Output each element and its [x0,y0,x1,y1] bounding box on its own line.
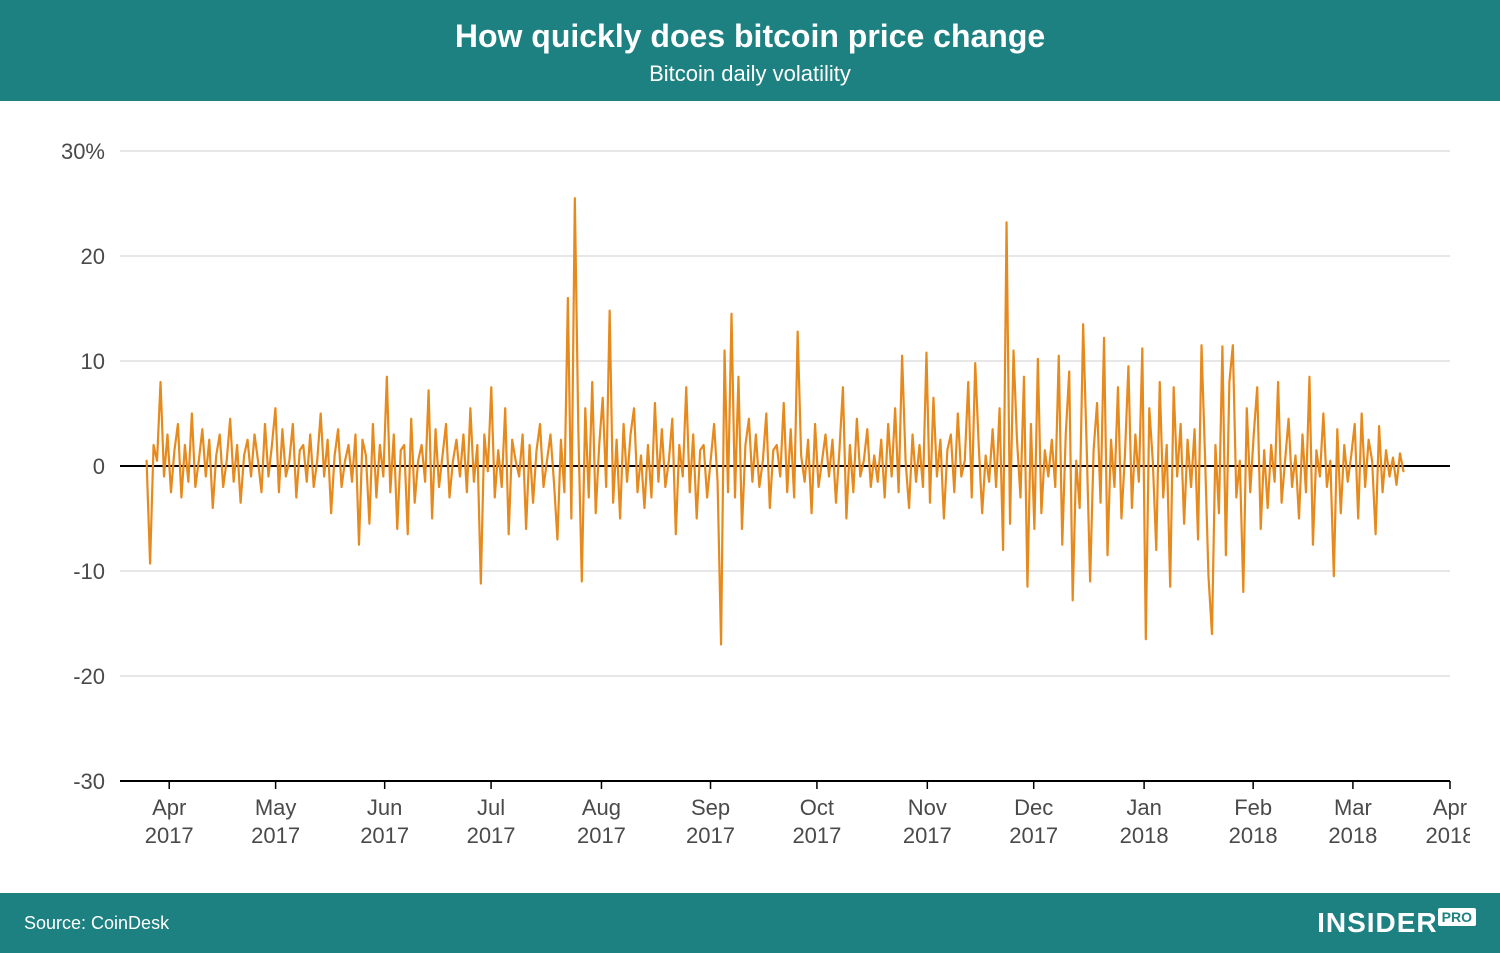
x-axis-tick-label-year: 2017 [577,823,626,848]
x-axis-tick-label-month: Aug [582,795,621,820]
x-axis-tick-label-year: 2017 [686,823,735,848]
chart-subtitle: Bitcoin daily volatility [0,61,1500,87]
y-axis-tick-label: -30 [73,769,105,794]
chart-header: How quickly does bitcoin price change Bi… [0,0,1500,101]
x-axis-tick-label-year: 2018 [1426,823,1470,848]
x-axis-tick-label-month: Dec [1014,795,1053,820]
chart-plot-area: -30 -20 -10 0 10 20 30% Apr 2017 May 2017 Jun 2017 Ju… [0,101,1500,893]
x-axis-tick-label-month: Sep [691,795,730,820]
brand-suffix: PRO [1438,908,1476,926]
x-axis-tick-label-month: Jan [1126,795,1161,820]
x-axis-tick-label-year: 2017 [1009,823,1058,848]
x-axis-tick-label-month: Jun [367,795,402,820]
y-axis-tick-label: -10 [73,559,105,584]
x-axis-tick-label-year: 2017 [792,823,841,848]
x-axis-tick-label-year: 2018 [1120,823,1169,848]
y-axis-tick-label: -20 [73,664,105,689]
x-axis-tick-label-year: 2018 [1229,823,1278,848]
volatility-line [147,198,1404,644]
source-label: Source: CoinDesk [24,913,169,934]
x-axis-tick-label-year: 2017 [251,823,300,848]
x-axis-tick-label-year: 2017 [903,823,952,848]
chart-title: How quickly does bitcoin price change [0,18,1500,55]
chart-footer: Source: CoinDesk INSIDERPRO [0,893,1500,953]
x-axis-tick-label-month: Nov [908,795,947,820]
y-axis-tick-label: 30% [61,139,105,164]
x-axis-tick-label-year: 2017 [360,823,409,848]
x-axis-tick-label-month: Mar [1334,795,1372,820]
line-chart-svg: -30 -20 -10 0 10 20 30% Apr 2017 May 2017 Jun 2017 Ju… [30,131,1470,871]
x-axis-tick-label-month: Jul [477,795,505,820]
x-axis-tick-label-year: 2017 [145,823,194,848]
y-axis-tick-label: 10 [81,349,105,374]
x-axis-tick-label-month: Feb [1234,795,1272,820]
x-axis-tick-label-month: Apr [1433,795,1467,820]
y-axis-tick-label: 20 [81,244,105,269]
x-axis-tick-label-month: Oct [800,795,834,820]
x-axis-tick-label-month: May [255,795,297,820]
y-axis-tick-label: 0 [93,454,105,479]
x-axis-tick-label-year: 2018 [1328,823,1377,848]
x-axis-tick-label-year: 2017 [467,823,516,848]
brand-main: INSIDER [1317,907,1438,938]
brand-logo: INSIDERPRO [1317,907,1476,939]
x-axis-tick-label-month: Apr [152,795,186,820]
